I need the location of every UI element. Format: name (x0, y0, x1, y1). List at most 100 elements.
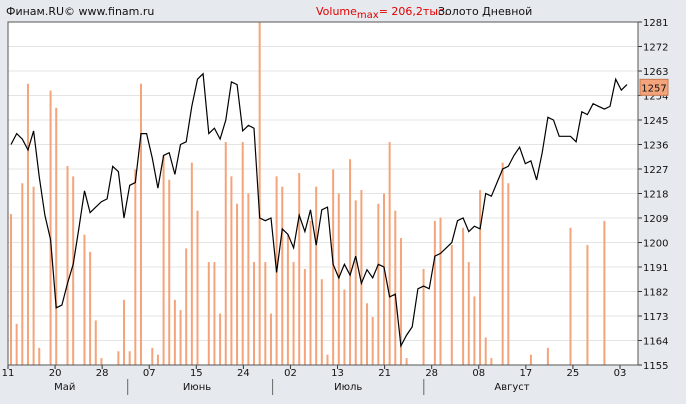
volume-bar (38, 347, 41, 365)
volume-bar (366, 303, 369, 365)
volume-bar (66, 166, 69, 365)
x-month-label: Май (54, 382, 75, 393)
volume-bar (490, 358, 493, 365)
volume-bar (529, 354, 532, 365)
x-day-label: 15 (190, 368, 203, 379)
volume-bar (168, 179, 171, 365)
volume-bar (151, 347, 154, 365)
volume-bar (320, 279, 323, 365)
x-day-label: 02 (284, 368, 297, 379)
volume-bar (382, 193, 385, 365)
volume-bar (269, 313, 272, 365)
x-day-label: 03 (614, 368, 627, 379)
volume-bar (360, 190, 363, 365)
chart-title: Золото Дневной (438, 5, 533, 18)
y-tick-label: 1245 (643, 116, 668, 127)
y-tick-label: 1227 (643, 165, 668, 176)
volume-bar (467, 262, 470, 365)
volume-bar (507, 183, 510, 365)
volume-bar (332, 169, 335, 365)
volume-bar (462, 227, 465, 365)
volume-bar (224, 142, 227, 365)
volume-bar (479, 190, 482, 365)
y-tick-label: 1281 (643, 18, 668, 29)
y-tick-label: 1200 (643, 239, 668, 250)
price-line (10, 72, 628, 348)
volume-bar (253, 262, 256, 365)
volume-bar (219, 313, 222, 365)
volume-bar (179, 310, 182, 365)
volume-bar (49, 90, 52, 365)
x-day-label: 08 (472, 368, 485, 379)
x-day-label: 17 (519, 368, 532, 379)
x-day-label: 20 (49, 368, 62, 379)
volume-prefix: Volume (316, 5, 357, 18)
volume-bar (213, 262, 216, 365)
volume-bar (139, 83, 142, 366)
volume-bar (128, 351, 131, 365)
volume-bar (15, 323, 18, 365)
volume-bar (603, 220, 606, 365)
volume-bar (388, 142, 391, 365)
x-month-label: Июль (334, 382, 362, 393)
volume-bar (405, 358, 408, 365)
volume-bar (315, 186, 318, 365)
volume-bar (207, 262, 210, 365)
volume-bar (117, 351, 120, 365)
x-day-label: 21 (378, 368, 391, 379)
volume-bar (32, 186, 35, 365)
volume-bar (83, 234, 86, 365)
volume-bar (236, 203, 239, 365)
volume-bar (377, 203, 380, 365)
y-tick-label: 1191 (643, 263, 668, 274)
volume-bar (343, 289, 346, 365)
volume-max-label: Volumemax= 206,2тыс. (316, 5, 448, 21)
plot-frame (7, 21, 639, 366)
volume-bar (422, 268, 425, 365)
x-day-label: 28 (425, 368, 438, 379)
y-tick-label: 1164 (643, 337, 668, 348)
volume-bar (371, 316, 374, 365)
volume-bar (247, 193, 250, 365)
x-day-label: 24 (237, 368, 250, 379)
volume-bar (258, 22, 261, 365)
volume-bar (89, 251, 92, 365)
x-month-label: Июнь (183, 382, 211, 393)
volume-bar (354, 200, 357, 365)
volume-bar (190, 162, 193, 365)
volume-bar (26, 83, 29, 366)
volume-bar (286, 234, 289, 365)
volume-bar (123, 299, 126, 365)
volume-bar (292, 262, 295, 365)
x-day-label: 28 (96, 368, 109, 379)
volume-bar (326, 354, 329, 365)
x-day-label: 11 (2, 368, 15, 379)
volume-bar (21, 183, 24, 365)
volume-bar (10, 214, 12, 365)
volume-bar (185, 248, 188, 365)
volume-value: = 206,2тыс. (378, 5, 448, 18)
volume-bar (173, 299, 176, 365)
y-tick-label: 1236 (643, 141, 668, 152)
volume-bar (264, 262, 267, 365)
y-tick-label: 1155 (643, 361, 668, 372)
volume-bar (501, 162, 504, 365)
volume-bar (303, 268, 306, 365)
volume-bar (94, 320, 97, 365)
x-day-label: 13 (331, 368, 344, 379)
y-tick-label: 1182 (643, 288, 668, 299)
volume-sub: max (356, 10, 379, 21)
volume-bar (569, 227, 572, 365)
volume-bar (196, 210, 199, 365)
volume-bar (72, 176, 75, 365)
volume-bar (439, 217, 442, 365)
x-day-label: 25 (567, 368, 580, 379)
x-day-label: 07 (143, 368, 156, 379)
y-tick-label: 1209 (643, 214, 668, 225)
volume-bar (473, 296, 476, 365)
volume-bar (484, 337, 487, 365)
y-tick-label: 1173 (643, 312, 668, 323)
volume-bar (281, 186, 284, 365)
